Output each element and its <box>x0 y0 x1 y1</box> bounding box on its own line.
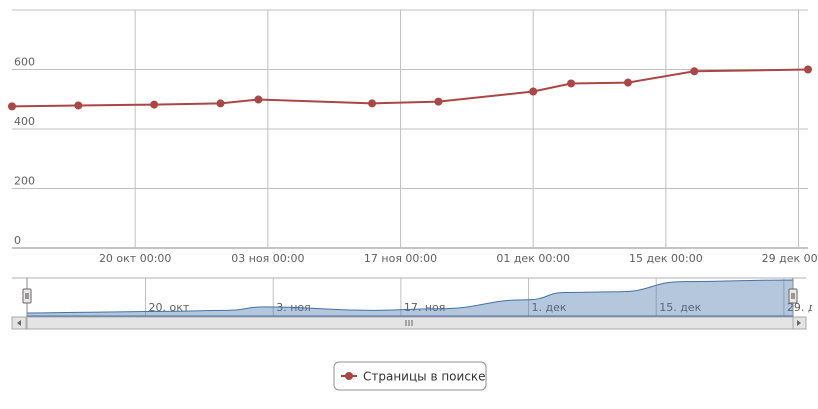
y-tick-label: 600 <box>14 56 35 69</box>
x-tick-label: 15 дек 00:00 <box>629 252 703 265</box>
navigator-tick-label: 17. ноя <box>404 301 446 314</box>
y-tick-label: 400 <box>14 115 35 128</box>
point <box>150 100 159 109</box>
point <box>804 65 812 74</box>
point <box>434 97 443 106</box>
scrollbar-thumb[interactable] <box>26 316 794 330</box>
legend-symbol <box>345 372 353 380</box>
legend-label[interactable]: Страницы в поиске <box>363 370 486 384</box>
point <box>216 99 225 108</box>
point <box>368 99 377 108</box>
x-tick-label: 17 ноя 00:00 <box>364 252 437 265</box>
scrollbar[interactable] <box>11 316 807 330</box>
point <box>74 101 83 110</box>
navigator-tick-label: 15. дек <box>659 301 701 314</box>
point <box>529 87 538 96</box>
navigator-tick-label: 1. дек <box>532 301 567 314</box>
x-tick-label: 01 дек 00:00 <box>496 252 570 265</box>
point <box>690 67 699 76</box>
navigator-handle[interactable] <box>788 288 798 304</box>
point <box>567 79 576 88</box>
series-line <box>11 68 809 108</box>
navigator-area <box>26 279 794 317</box>
point <box>8 102 16 111</box>
legend-box[interactable] <box>333 361 487 391</box>
x-tick-label: 03 ноя 00:00 <box>231 252 304 265</box>
navigator-handle[interactable] <box>22 288 32 304</box>
y-tick-label: 200 <box>14 175 35 188</box>
navigator-tick-label: 20. окт <box>149 301 190 314</box>
scroll-grip <box>405 320 413 326</box>
point <box>623 78 632 87</box>
x-tick-label: 29 дек 00:00 <box>762 252 818 265</box>
point <box>254 95 263 104</box>
handle-grip <box>791 293 795 299</box>
y-tick-label: 0 <box>14 234 21 247</box>
navigator: 20. окт3. ноя17. ноя1. дек15. дек29. дек <box>12 277 812 317</box>
legend[interactable]: Страницы в поиске <box>333 361 487 391</box>
x-tick-label: 20 окт 00:00 <box>99 252 171 265</box>
handle-grip <box>25 293 29 299</box>
